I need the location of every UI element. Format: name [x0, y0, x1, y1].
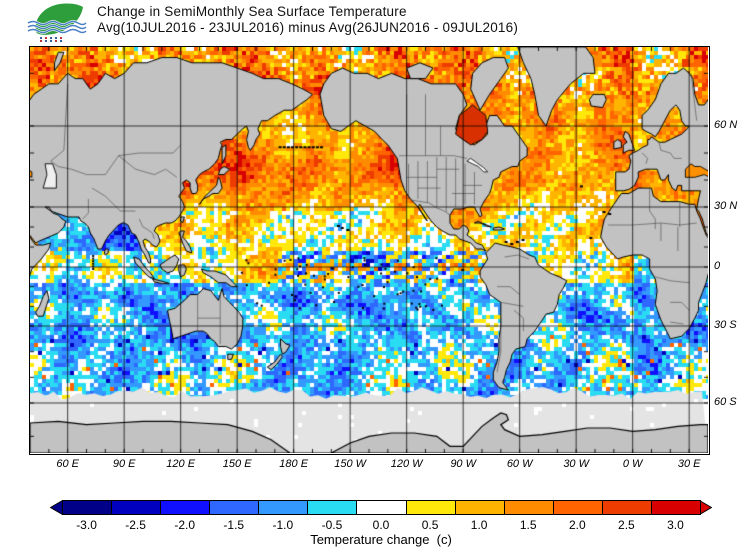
colorbar-tick-label: -2.5	[125, 518, 146, 532]
colorbar-tick-label: 3.0	[667, 518, 684, 532]
colorbar-tick-label: -1.5	[223, 518, 245, 532]
world-map-canvas	[29, 46, 708, 453]
lat-axis-label: 30 N	[714, 200, 738, 212]
colorbar-tick-label: -3.0	[76, 518, 97, 532]
colorbar-tick-label: 1.5	[519, 518, 537, 532]
colorbar-tick-label: 0.0	[372, 518, 390, 532]
lon-axis-label: 30 W	[563, 458, 589, 470]
lon-axis-label: 90 E	[112, 458, 136, 470]
lon-axis-label: 60 W	[506, 458, 533, 470]
lat-axis-label: 60 N	[714, 119, 738, 131]
colorbar-tick-label: 2.5	[618, 518, 635, 532]
colorbar-tick-label: 2.0	[568, 518, 586, 532]
colorbar-tick-label: -0.5	[321, 518, 343, 532]
figure-subtitle: Avg(10JUL2016 - 23JUL2016) minus Avg(26J…	[97, 20, 519, 35]
colorbar-segment	[258, 500, 308, 515]
colorbar-segment	[111, 500, 161, 515]
colorbar-segment	[651, 500, 701, 515]
colorbar-tick-label: 1.0	[470, 518, 488, 532]
lon-axis-label: 120 E	[166, 458, 196, 470]
colorbar-segment	[553, 500, 603, 515]
colorbar-segment	[455, 500, 505, 515]
lon-axis-label: 60 E	[56, 458, 79, 470]
lon-axis-label: 120 W	[390, 458, 423, 470]
lat-axis-label: 30 S	[714, 319, 737, 331]
colorbar-segment	[504, 500, 554, 515]
lon-axis-label: 150 E	[222, 458, 252, 470]
lat-axis-label: 0	[714, 260, 721, 272]
colorbar-segment	[356, 500, 407, 515]
lon-axis-label: 90 W	[450, 458, 476, 470]
agency-leaf-logo-icon	[27, 3, 87, 42]
figure-title: Change in SemiMonthly Sea Surface Temper…	[97, 4, 407, 19]
colorbar-segment	[602, 500, 652, 515]
lon-axis-label: 30 E	[677, 458, 701, 470]
colorbar-segment	[62, 500, 112, 515]
colorbar-tick-label: -1.0	[272, 518, 294, 532]
lon-axis-label: 150 W	[334, 458, 367, 470]
colorbar-tick-label: -2.0	[174, 518, 196, 532]
colorbar-tick-label: 0.5	[421, 518, 439, 532]
map-panel	[28, 45, 710, 455]
colorbar-segment	[406, 500, 456, 515]
colorbar-segment	[209, 500, 259, 515]
lat-axis-label: 60 S	[714, 396, 737, 408]
lon-axis-label: 0 W	[622, 458, 643, 470]
lon-axis-label: 180 E	[279, 458, 309, 470]
colorbar-caption: Temperature change (c)	[310, 532, 452, 547]
colorbar-segment	[307, 500, 357, 515]
colorbar-segment	[160, 500, 210, 515]
